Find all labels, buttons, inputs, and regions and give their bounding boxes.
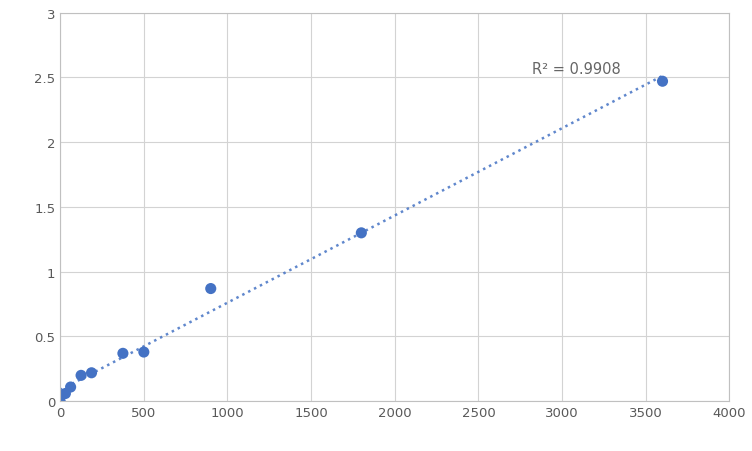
Point: [54, 398, 66, 405]
Point: [205, 285, 217, 293]
Point: [138, 349, 150, 356]
Point: [656, 78, 669, 86]
Point: [355, 230, 367, 237]
Text: R² = 0.9908: R² = 0.9908: [532, 62, 620, 77]
Point: [75, 372, 87, 379]
Point: [59, 390, 71, 397]
Point: [117, 350, 129, 357]
Point: [86, 369, 98, 377]
Point: [65, 383, 77, 391]
